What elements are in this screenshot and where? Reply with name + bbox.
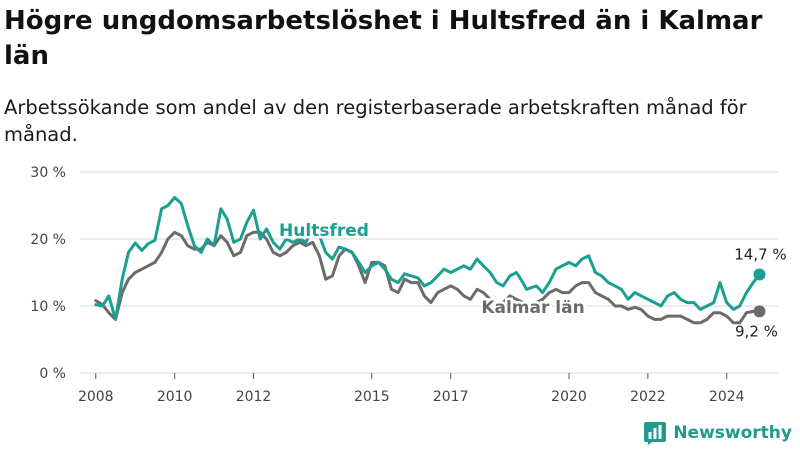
- x-tick-label: 2020: [551, 389, 587, 405]
- line-chart: 0 % 10 % 20 % 30 % 2008 2010 2012 2015 2017 2020 2…: [30, 165, 787, 405]
- chart-title: Högre ungdomsarbetslöshet i Hultsfred än…: [4, 6, 763, 71]
- series-line-hultsfred: [94, 196, 761, 321]
- series-name-label: Hultsfred: [279, 221, 369, 241]
- y-tick-label: 20 %: [30, 232, 66, 248]
- series-end-marker: [753, 305, 766, 318]
- x-tick-label: 2012: [236, 389, 272, 405]
- gridlines: [80, 171, 778, 374]
- x-tick-label: 2008: [78, 389, 114, 405]
- y-tick-label: 30 %: [30, 165, 66, 181]
- y-tick-label: 10 %: [30, 299, 66, 315]
- chart-subtitle: Arbetssökande som andel av den registerb…: [4, 96, 747, 146]
- series-end-value-label: 9,2 %: [735, 322, 778, 340]
- series-end-value-label: 14,7 %: [734, 246, 786, 264]
- x-tick-label: 2022: [630, 389, 666, 405]
- bar-chart-logo-icon: [644, 422, 667, 445]
- series-end-marker: [753, 268, 766, 281]
- x-tick-label: 2017: [433, 389, 469, 405]
- series-labels: 14,7 % 9,2 % Hultsfred Kalmar län: [277, 219, 787, 341]
- series-lines: [94, 196, 761, 325]
- x-tick-label: 2015: [354, 389, 390, 405]
- series-name-label: Kalmar län: [481, 298, 584, 318]
- x-tick-label: 2010: [157, 389, 193, 405]
- x-tick-label: 2024: [709, 389, 745, 405]
- brand-name: Newsworthy: [673, 423, 792, 443]
- axes: 0 % 10 % 20 % 30 % 2008 2010 2012 2015 2017 2020 2…: [30, 165, 744, 405]
- brand-logo: Newsworthy: [643, 420, 792, 446]
- y-tick-label: 0 %: [39, 366, 66, 382]
